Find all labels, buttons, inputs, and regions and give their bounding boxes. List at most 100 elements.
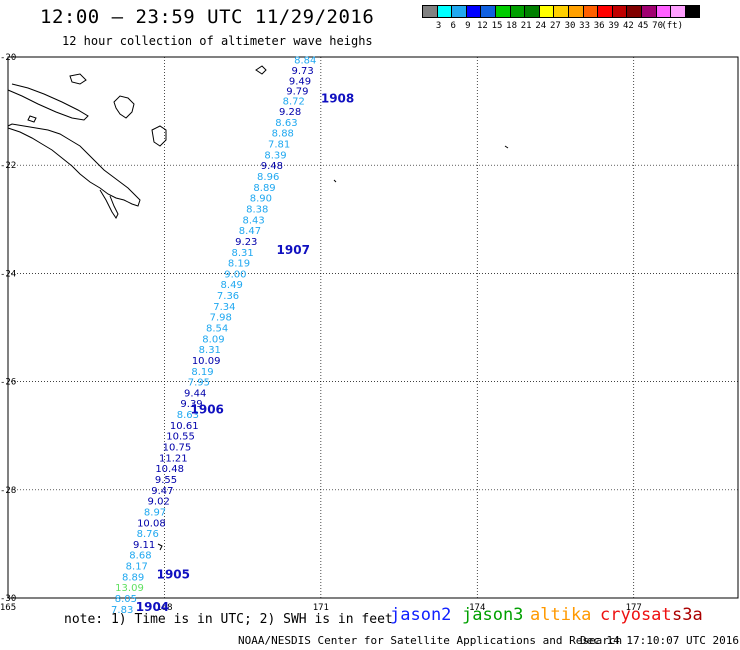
swh-value: 9.11 [133,540,155,551]
swh-value: 8.09 [202,334,224,345]
coastline-ouvea [69,73,87,85]
swh-value: 10.55 [166,432,195,443]
swh-value: 7.98 [210,313,232,324]
swh-value: 8.97 [144,507,166,518]
swh-value: 9.73 [291,66,313,77]
lat-tick-label: -28 [0,486,16,496]
legend-label: 30 [564,21,576,31]
swh-value: 8.05 [115,594,137,605]
swh-value: 9.02 [148,497,170,508]
swh-value: 8.88 [272,129,294,140]
swh-value: 10.09 [192,356,221,367]
coastline-hunter [504,145,509,149]
swh-value: 9.00 [224,269,246,280]
satellite-label-altika: altika [530,605,592,625]
generated-timestamp: Dec 14 17:10:07 UTC 2016 [580,634,739,647]
credit-line: NOAA/NESDIS Center for Satellite Applica… [238,634,623,647]
lon-tick-label: 174 [469,603,485,613]
swh-value: 8.89 [122,572,144,583]
legend-label: 3 [435,21,442,31]
lat-tick-label: -22 [0,161,16,171]
lat-tick-label: -26 [0,378,16,388]
swh-value: 8.76 [137,529,159,540]
swh-value: 8.31 [199,345,221,356]
swh-value: 7.83 [111,605,133,616]
lat-tick-label: -20 [0,53,16,63]
lat-tick-label: -30 [0,594,16,604]
legend-label: 21 [520,21,532,31]
lon-tick-label: 168 [156,603,172,613]
legend-label: 39 [608,21,620,31]
swh-value: 9.39 [180,399,202,410]
swh-value: 8.47 [239,226,261,237]
swh-value: 8.84 [294,56,316,67]
swh-value: 8.31 [232,248,254,259]
legend-label: 18 [506,21,518,31]
lon-tick-label: 165 [0,603,16,613]
coastline-layer [7,65,509,551]
swh-value: 8.96 [257,172,279,183]
legend-label: 27 [549,21,561,31]
swh-value: 10.61 [170,421,199,432]
lat-tick-label: -24 [0,269,16,279]
swh-value: 9.28 [279,107,301,118]
swh-value: 8.17 [126,562,148,573]
coastline-mare [151,125,167,147]
time-label: 1906 [191,403,224,417]
coastline-walpole [255,65,267,75]
time-label: 1905 [157,568,190,582]
swh-value: 8.43 [242,215,264,226]
legend-label: 70 [652,21,664,31]
swh-value: 8.63 [275,118,297,129]
coastline-lifou [113,95,135,119]
legend-label: 9 [465,21,471,31]
legend-swatch [684,5,701,18]
wave-height-legend: 3 6 9 12 15 18 21 24 27 30 33 36 39 42 45 70 (ft) [422,5,701,35]
legend-label: 45 [637,21,649,31]
swh-value: 7.95 [188,378,210,389]
swh-value: 8.68 [129,551,151,562]
swh-value: 9.44 [184,388,206,399]
satellite-label-s3a: s3a [672,605,703,625]
legend-label: 36 [593,21,605,31]
swh-value: 8.90 [250,194,272,205]
swh-value: 10.48 [155,464,184,475]
swh-value: 8.54 [206,324,228,335]
time-label: 1907 [277,243,310,257]
coastline-inner-fragment [99,189,119,219]
altimeter-track-layer: 8.849.739.499.798.729.288.638.887.818.39… [111,56,316,616]
footer-note: note: 1) Time is in UTC; 2) SWH is in fe… [64,612,393,627]
swh-value: 8.19 [228,259,250,270]
coastline-loyalty-group [7,83,89,121]
legend-color-bar [422,5,701,18]
swh-value: 9.49 [289,76,311,87]
lon-tick-label: 177 [626,603,642,613]
satellite-label-jason2: jason2 [390,605,452,625]
map-subtitle: 12 hour collection of altimeter wave hei… [62,34,373,48]
graticule-layer [7,56,739,599]
swh-value: 7.36 [217,291,239,302]
swh-value: 8.38 [246,204,268,215]
swh-value: 8.89 [253,183,275,194]
coastline-belep [27,115,37,123]
legend-label: (ft) [661,21,684,31]
swh-value: 10.75 [163,443,192,454]
time-labels-layer: 1908 1907 1906 1905 1904 [136,92,355,615]
map-title: 12:00 — 23:59 UTC 11/29/2016 [40,6,375,28]
legend-label: 15 [491,21,503,31]
swh-value: 8.39 [264,150,286,161]
swh-value: 7.34 [213,302,235,313]
coastline-norfolk [157,543,163,551]
swh-value: 8.72 [283,96,305,107]
swh-value: 8.49 [221,280,243,291]
swh-value: 9.47 [151,486,173,497]
coastline-new-caledonia [7,123,141,207]
swh-value: 9.48 [261,161,283,172]
coastline-matthew [333,179,337,183]
swh-value: 10.08 [137,518,166,529]
swh-value: 13.09 [115,583,144,594]
satellite-label-cryosat: cryosat [600,605,672,625]
satellite-label-jason3: jason3 [462,605,524,625]
